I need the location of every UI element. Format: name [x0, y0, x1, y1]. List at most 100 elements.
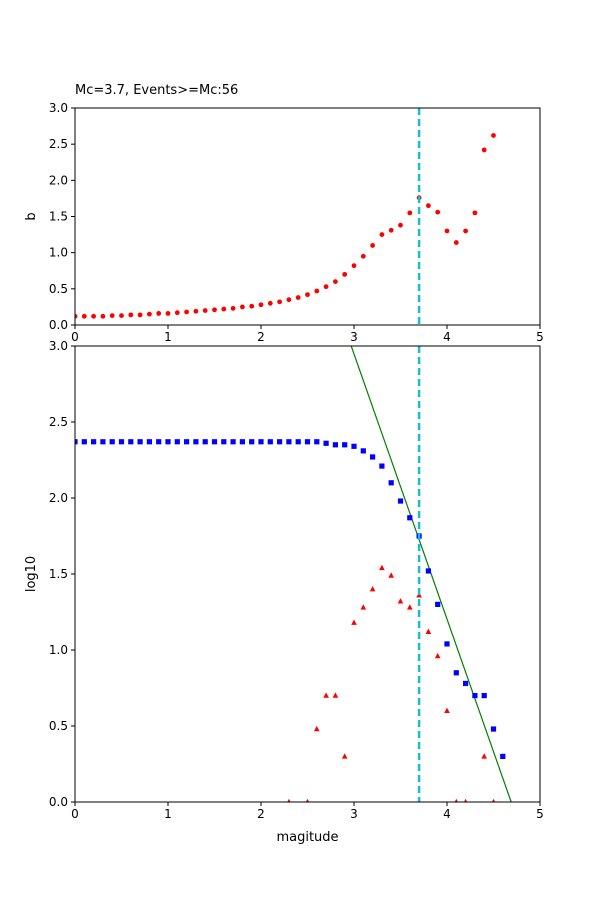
- top-y-axis-label: b: [24, 212, 39, 220]
- data-point-circle: [360, 253, 366, 259]
- data-point-square: [314, 439, 320, 445]
- plot-marks: [75, 346, 512, 802]
- data-point-circle: [193, 308, 199, 314]
- data-point-square: [211, 439, 218, 445]
- bottom-x-axis-label: magitude: [276, 830, 338, 845]
- data-point-circle: [323, 284, 329, 290]
- bottom-plot-area: 0 1 2 3 4 5 0.0 0.5 1.0 1.5 2.0 2.5 3.0: [49, 339, 544, 821]
- data-point-square: [174, 439, 180, 445]
- data-point-circle: [109, 313, 115, 318]
- data-point-triangle: [434, 652, 441, 659]
- data-point-circle: [379, 232, 385, 237]
- data-point-circle: [165, 311, 171, 316]
- data-point-triangle: [463, 798, 468, 802]
- data-point-circle: [100, 313, 106, 319]
- data-point-triangle: [407, 604, 413, 610]
- data-point-circle: [249, 303, 255, 309]
- data-point-square: [193, 439, 199, 445]
- data-point-circle: [75, 313, 78, 319]
- y-tick-label: 0.0: [49, 318, 68, 332]
- y-tick-label: 2.5: [49, 415, 68, 429]
- data-point-square: [165, 439, 171, 445]
- data-point-triangle: [444, 707, 450, 713]
- data-point-triangle: [388, 572, 394, 578]
- x-tick-label: 1: [164, 807, 172, 821]
- data-point-square: [342, 442, 348, 448]
- x-tick-label: 3: [350, 330, 358, 344]
- data-point-triangle: [491, 798, 496, 802]
- data-point-square: [277, 439, 283, 445]
- x-tick-label: 5: [536, 330, 544, 344]
- data-point-circle: [156, 311, 162, 316]
- data-point-square: [295, 439, 301, 445]
- y-tick-label: 1.0: [49, 246, 68, 260]
- data-point-square: [481, 693, 487, 699]
- data-point-square: [91, 439, 97, 445]
- data-point-square: [286, 439, 292, 445]
- data-point-triangle: [341, 753, 348, 759]
- data-point-circle: [398, 222, 403, 228]
- data-point-triangle: [425, 628, 432, 634]
- data-point-triangle: [379, 564, 385, 571]
- data-point-square: [267, 439, 273, 445]
- data-point-square: [425, 568, 431, 574]
- data-point-circle: [202, 308, 208, 313]
- data-point-circle: [221, 306, 227, 312]
- data-point-circle: [342, 271, 348, 277]
- data-point-square: [100, 439, 106, 445]
- data-point-circle: [91, 313, 96, 319]
- data-point-circle: [119, 313, 124, 318]
- data-point-square: [453, 670, 459, 676]
- y-tick-label: 0.5: [49, 282, 68, 296]
- data-point-square: [379, 463, 385, 469]
- axes-frame: [74, 345, 541, 803]
- data-point-triangle: [287, 798, 291, 802]
- b-value-panel: Mc=3.7, Events>=Mc:56 b 0 1 2 3 4 5 0.0 0.5 1.0 1…: [24, 83, 544, 344]
- x-tick-label: 0: [71, 807, 79, 821]
- data-point-circle: [481, 147, 487, 153]
- data-point-square: [388, 480, 394, 486]
- top-plot-area: 0 1 2 3 4 5 0.0 0.5 1.0 1.5 2.0 2.5 3.0: [49, 101, 544, 344]
- data-point-square: [490, 726, 497, 732]
- data-point-circle: [314, 288, 320, 294]
- x-tick-label: 4: [443, 330, 451, 344]
- data-point-square: [500, 753, 506, 759]
- data-point-circle: [333, 279, 338, 284]
- data-point-circle: [230, 305, 236, 311]
- data-point-circle: [184, 309, 190, 315]
- data-point-square: [304, 439, 311, 445]
- data-point-circle: [137, 312, 143, 318]
- data-point-circle: [472, 210, 478, 216]
- x-tick-label: 3: [350, 807, 358, 821]
- data-point-circle: [305, 292, 310, 298]
- data-point-square: [118, 439, 125, 445]
- y-tick-label: 0.5: [49, 719, 68, 733]
- data-point-square: [258, 439, 264, 445]
- data-point-triangle: [305, 798, 310, 802]
- x-tick-label: 1: [164, 330, 172, 344]
- data-point-triangle: [360, 604, 367, 610]
- gr-fit-line: [350, 346, 512, 802]
- data-point-circle: [240, 304, 245, 310]
- y-tick-label: 1.5: [49, 210, 68, 224]
- frequency-magnitude-panel: log10 magitude 0 1 2 3 4 5 0.0 0.5 1.0 1.5 2.0 2.5 3…: [24, 339, 544, 845]
- data-point-square: [397, 498, 404, 504]
- data-point-square: [81, 439, 87, 445]
- y-tick-label: 1.0: [49, 643, 68, 657]
- y-tick-label: 0.0: [49, 795, 68, 809]
- data-point-circle: [435, 209, 441, 215]
- y-tick-label: 3.0: [49, 339, 68, 353]
- data-point-square: [230, 439, 236, 445]
- data-point-circle: [81, 313, 87, 319]
- data-point-circle: [370, 243, 375, 248]
- x-tick-label: 2: [257, 807, 265, 821]
- data-point-square: [370, 454, 376, 460]
- data-point-square: [156, 439, 162, 445]
- data-point-square: [444, 641, 450, 647]
- data-point-triangle: [314, 725, 320, 732]
- data-point-square: [249, 439, 255, 445]
- x-tick-label: 4: [443, 807, 451, 821]
- data-point-square: [146, 439, 152, 445]
- y-tick-label: 2.0: [49, 173, 68, 187]
